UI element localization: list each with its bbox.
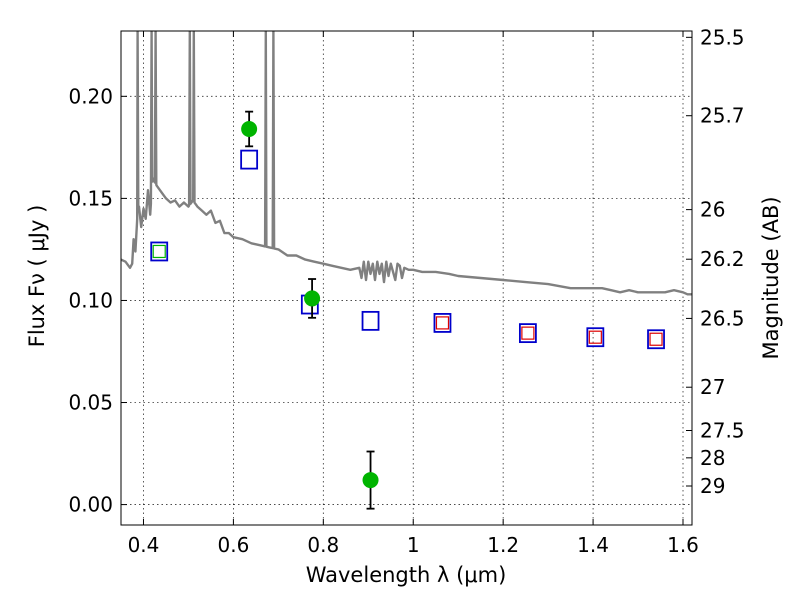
x-tick-label: 0.4: [128, 533, 160, 557]
mag-tick-label: 26.5: [700, 306, 745, 330]
model-photometry-square: [586, 327, 605, 348]
sed-curve: [121, 31, 692, 296]
model-photometry-square: [647, 329, 665, 350]
sed-spectrum: [121, 31, 692, 296]
x-axis-title: Wavelength λ (μm): [306, 563, 507, 587]
x-tick-label: 0.6: [217, 533, 249, 557]
model-photometry-square: [518, 323, 537, 344]
model-inner-square: [588, 330, 602, 344]
mag-tick-label: 27.5: [700, 418, 745, 442]
mag-tick-label: 26.2: [700, 247, 745, 271]
x-tick-label: 1.4: [577, 533, 609, 557]
observed-flux-point: [304, 290, 321, 307]
plot-frame: [120, 30, 693, 526]
mag-tick-label: 25.5: [700, 25, 745, 49]
model-photometry-square: [361, 310, 380, 331]
y2-axis-title: Magnitude (AB): [759, 196, 783, 359]
mag-tick-label: 26: [700, 198, 725, 222]
y-tick-label: 0.05: [68, 391, 113, 415]
mag-tick-label: 27: [700, 375, 725, 399]
y-tick-label: 0.15: [68, 186, 113, 210]
mag-tick-label: 25.7: [700, 104, 745, 128]
model-inner-square: [435, 316, 450, 330]
y-tick-label: 0.20: [68, 84, 113, 108]
x-tick-label: 1.6: [667, 533, 699, 557]
x-tick-label: 0.8: [307, 533, 339, 557]
mag-tick-label: 29: [700, 474, 725, 498]
model-inner-square: [152, 244, 166, 259]
axis-ticks: 0.4 0.6 0.8 1 1.2 1.4 1.6 0.00 0.05 0.10 0.15 0.20 2…: [68, 25, 744, 557]
y-tick-label: 0.00: [68, 493, 113, 517]
x-tick-label: 1.2: [487, 533, 519, 557]
model-photometry-square: [433, 313, 452, 333]
y-axis-title: Flux Fν ( μJy ): [25, 205, 49, 348]
grid-lines: [121, 31, 692, 525]
observed-flux-point: [362, 472, 379, 489]
observed-flux-point: [241, 120, 258, 137]
model-photometry-square: [150, 241, 169, 262]
model-inner-square: [649, 332, 663, 346]
model-photometry-square: [240, 149, 259, 170]
y-tick-label: 0.10: [68, 288, 113, 312]
mag-tick-label: 28: [700, 446, 725, 470]
x-tick-label: 1: [407, 533, 420, 557]
photometry-markers: [150, 110, 665, 510]
model-inner-square: [521, 326, 535, 340]
